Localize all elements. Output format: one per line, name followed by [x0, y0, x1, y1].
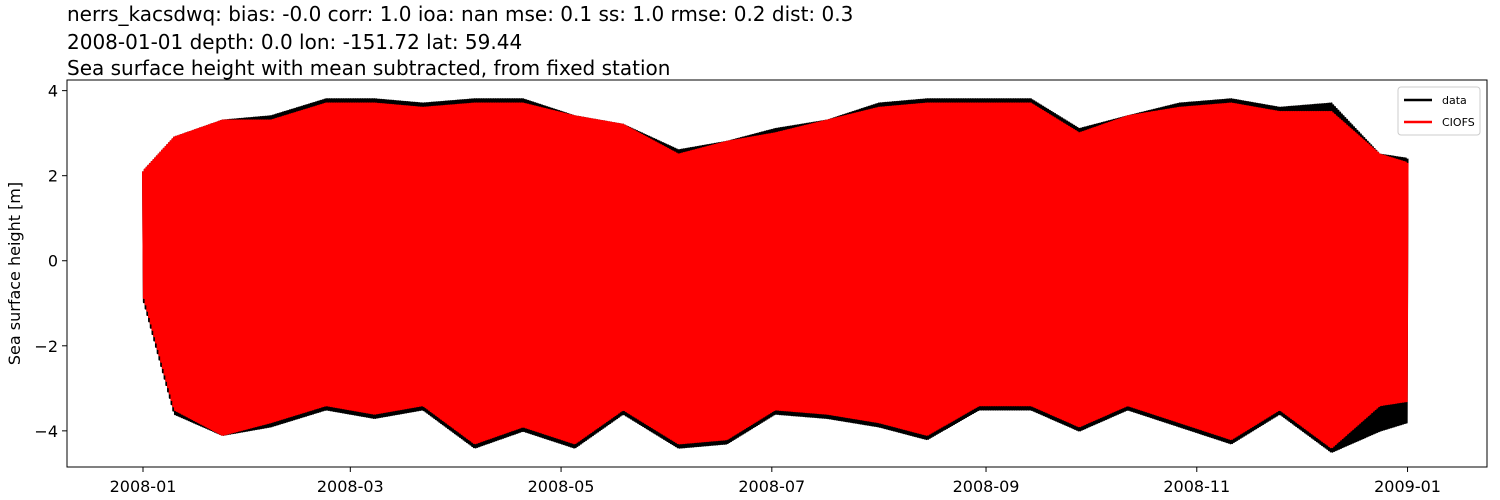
x-tick-label: 2008-01: [110, 477, 177, 496]
x-tick-label: 2008-11: [1163, 477, 1230, 496]
legend: data CIOFS: [1397, 86, 1481, 136]
x-tick-label: 2008-07: [738, 477, 805, 496]
y-tick-label: 2: [48, 167, 58, 186]
series-layer: [142, 98, 1409, 453]
x-tick-label: 2008-05: [528, 477, 595, 496]
y-tick-label: −2: [34, 337, 58, 356]
y-tick-label: 0: [48, 252, 58, 271]
x-tick-label: 2009-01: [1374, 477, 1441, 496]
x-tick-label: 2008-09: [953, 477, 1020, 496]
legend-label-data: data: [1442, 94, 1467, 107]
chart-title-line-3: Sea surface height with mean subtracted,…: [67, 56, 671, 80]
legend-label-ciofs: CIOFS: [1442, 116, 1475, 129]
y-axis-label: Sea surface height [m]: [5, 182, 24, 365]
chart-title-line-1: nerrs_kacsdwq: bias: -0.0 corr: 1.0 ioa:…: [67, 2, 854, 26]
series-line-data: [142, 98, 1409, 453]
series-line-ciofs: [142, 102, 1409, 449]
y-tick-label: 4: [48, 82, 58, 101]
y-tick-label: −4: [34, 422, 58, 441]
y-axis: −4 −2 0 2 4: [34, 82, 67, 441]
plot-frame: [66, 79, 1488, 468]
chart-title-line-2: 2008-01-01 depth: 0.0 lon: -151.72 lat: …: [67, 30, 523, 54]
x-axis: 2008-01 2008-03 2008-05 2008-07 2008-09 2008-…: [110, 467, 1441, 496]
x-tick-label: 2008-03: [317, 477, 384, 496]
